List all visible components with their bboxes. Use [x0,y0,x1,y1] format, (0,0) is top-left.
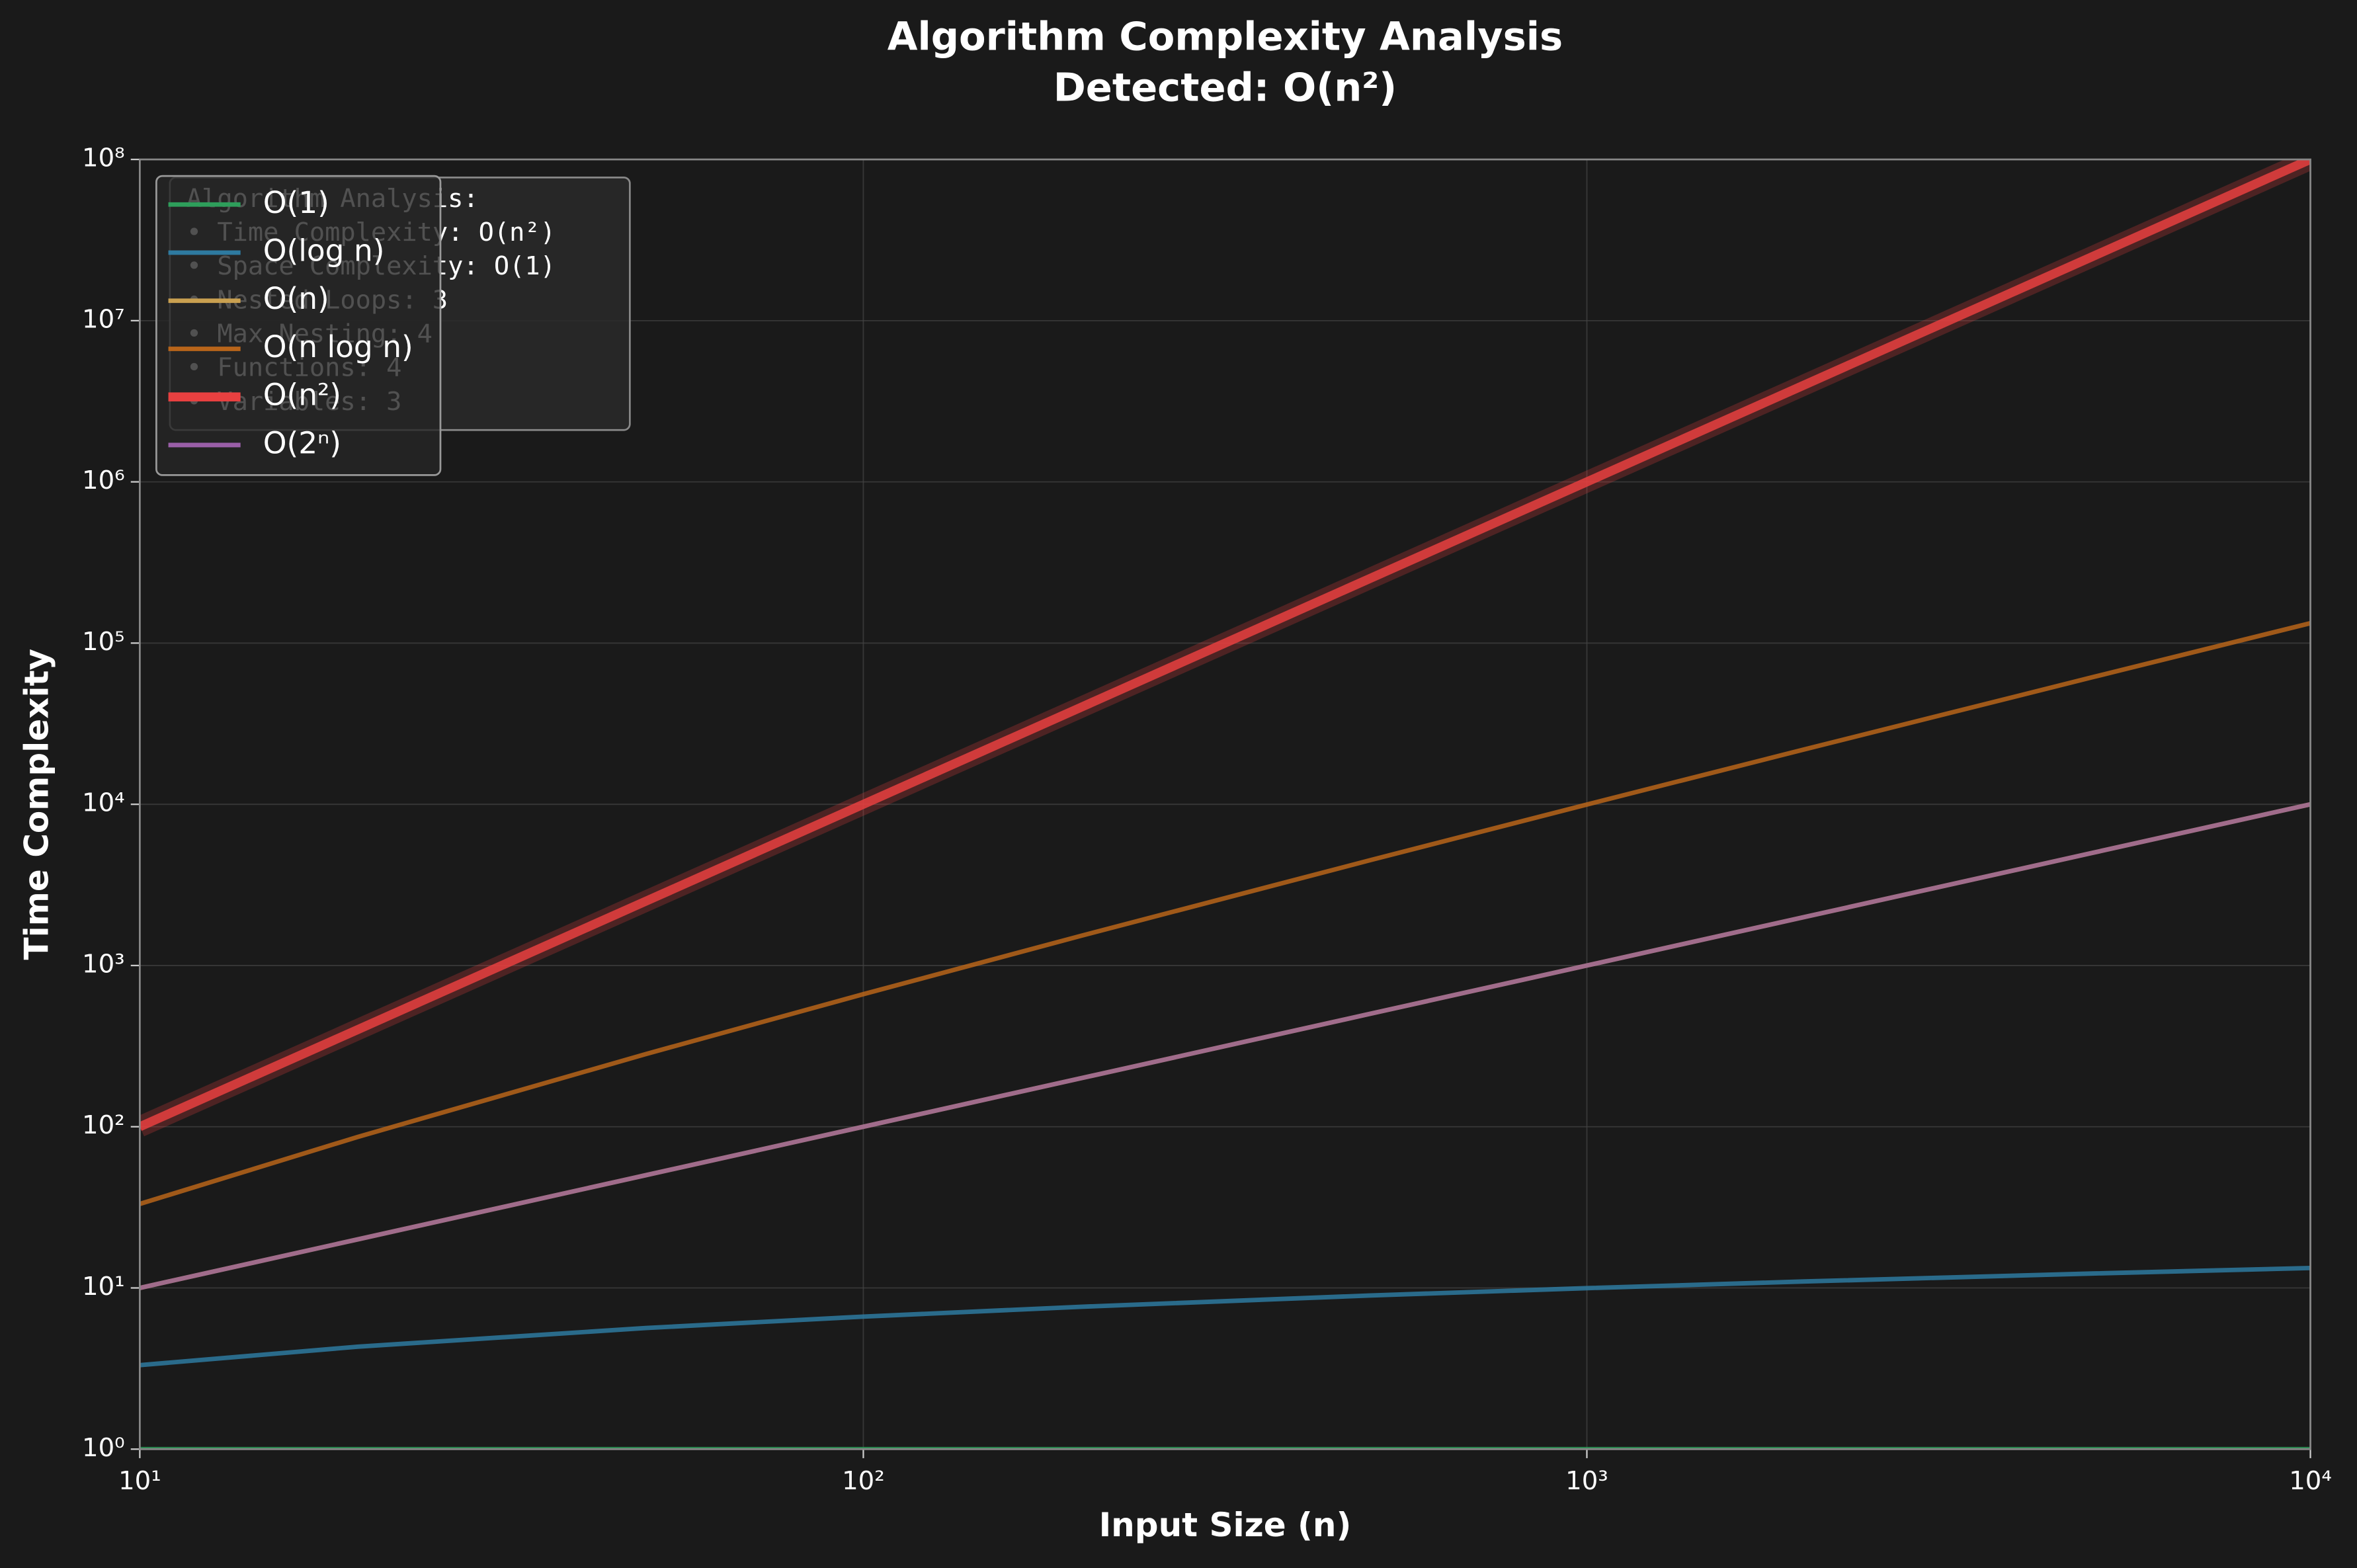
y-axis-label: Time Complexity [18,649,56,960]
y-tick-label: 10³ [82,949,125,979]
plot-frame [139,158,2311,1450]
chart-subtitle: Detected: O(n²) [1054,65,1397,110]
y-tick-label: 10⁰ [82,1433,125,1463]
x-tick-label: 10³ [1565,1466,1608,1496]
y-tick-label: 10⁵ [82,627,125,657]
x-tick-label: 10⁴ [2289,1466,2332,1496]
y-tick-label: 10⁷ [82,304,125,334]
legend-label: O(2ⁿ) [263,425,341,460]
y-tick-label: 10² [82,1110,125,1140]
series-line [140,802,2311,1290]
legend-label: O(n²) [263,378,341,413]
legend-label: O(log n) [263,233,385,268]
x-axis-label: Input Size (n) [1099,1506,1352,1544]
y-tick-label: 10⁴ [82,788,125,818]
x-tick-label: 10² [842,1466,885,1496]
series-line [140,621,2311,1206]
y-tick-label: 10¹ [82,1272,125,1301]
y-tick-label: 10⁸ [82,144,125,173]
chart-title: Algorithm Complexity Analysis [888,13,1563,59]
y-tick-label: 10⁶ [82,466,125,495]
legend-label: O(n log n) [263,329,413,364]
x-tick-label: 10¹ [118,1466,161,1496]
legend-label: O(1) [263,185,329,220]
legend-label: O(n) [263,281,329,316]
series-line [140,159,2311,1131]
series-line [140,1265,2311,1368]
